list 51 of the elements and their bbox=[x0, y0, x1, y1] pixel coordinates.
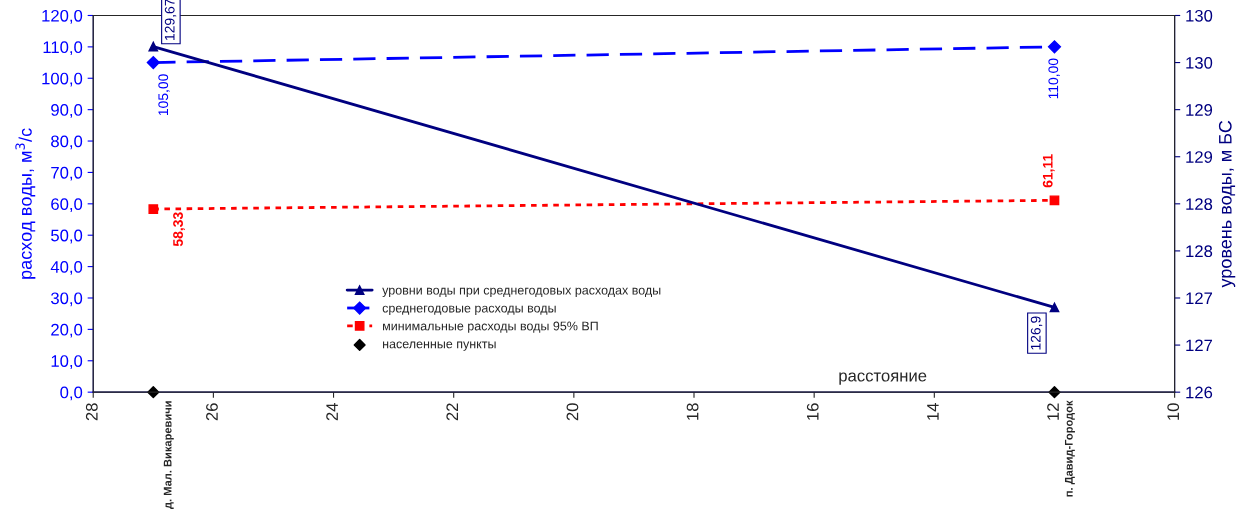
x-tick-label: 22 bbox=[446, 403, 458, 421]
y-axis-title: расход воды, м$^{3}$/с bbox=[15, 128, 36, 279]
y-tick-label: 50,0 bbox=[51, 229, 83, 244]
x-tick-label: 14 bbox=[927, 403, 939, 420]
y2-tick-label: 129 bbox=[1186, 104, 1213, 116]
x-tick-label: 26 bbox=[206, 403, 218, 421]
x-tick-label: 12 bbox=[1047, 403, 1059, 420]
x-tick-label: 24 bbox=[326, 403, 338, 421]
y-tick-label: 110,0 bbox=[43, 41, 83, 56]
x-tick-label: 20 bbox=[566, 403, 579, 421]
y2-tick-label: 130 bbox=[1186, 9, 1213, 22]
y2-tick-label: 130 bbox=[1186, 56, 1213, 69]
x-tick-label: 18 bbox=[686, 403, 699, 420]
legend-label: населенные пункты bbox=[383, 341, 496, 351]
y2-tick-label: 128 bbox=[1186, 198, 1213, 211]
y2-tick-label: 127 bbox=[1186, 339, 1213, 352]
point bbox=[148, 204, 159, 214]
y-tick-label: 40,0 bbox=[50, 261, 83, 275]
legend-label: среднегодовые расходы воды bbox=[382, 305, 556, 315]
data-label: 58,33 bbox=[173, 212, 185, 247]
y-tick-label: 20,0 bbox=[51, 323, 83, 338]
data-label: 129,67 bbox=[164, 0, 177, 40]
x-tick-label: 16 bbox=[806, 403, 819, 420]
data-label: 110,00 bbox=[1048, 58, 1060, 99]
y2-tick-label: 129 bbox=[1186, 151, 1213, 163]
y-tick-label: 100,0 bbox=[42, 72, 83, 87]
y-tick-label: 60,0 bbox=[51, 198, 83, 212]
y2-tick-label: 128 bbox=[1186, 245, 1213, 258]
annotation: п. Давид-Городок bbox=[1064, 400, 1075, 497]
x-tick-label: 10 bbox=[1167, 403, 1180, 420]
y-tick-label: 30,0 bbox=[51, 292, 83, 307]
point bbox=[1047, 40, 1062, 54]
y2-tick-label: 126 bbox=[1186, 386, 1213, 399]
data-label: 105,00 bbox=[158, 74, 170, 116]
data-label: 126,9 bbox=[1030, 316, 1043, 350]
y2-tick-label: 127 bbox=[1186, 292, 1213, 305]
y-tick-label: 120,0 bbox=[42, 9, 83, 24]
legend-label: уровни воды при среднегодовых расходах воды bbox=[382, 287, 661, 298]
y-tick-label: 0,0 bbox=[60, 386, 83, 401]
data-label: 61,11 bbox=[1042, 154, 1055, 188]
annotation: расстояние bbox=[839, 372, 927, 385]
y2-axis-title: уровень воды, м БС bbox=[1218, 120, 1236, 288]
annotation: д. Мал. Викаревичи bbox=[163, 401, 174, 509]
y-tick-label: 10,0 bbox=[51, 355, 83, 369]
point bbox=[1049, 195, 1060, 206]
y-tick-label: 70,0 bbox=[51, 166, 83, 181]
x-tick-label: 28 bbox=[85, 403, 98, 421]
y-tick-label: 90,0 bbox=[51, 104, 83, 118]
legend-label: минимальные расходы воды 95% ВП bbox=[383, 321, 598, 333]
y-tick-label: 80,0 bbox=[51, 135, 83, 150]
point bbox=[146, 55, 160, 70]
